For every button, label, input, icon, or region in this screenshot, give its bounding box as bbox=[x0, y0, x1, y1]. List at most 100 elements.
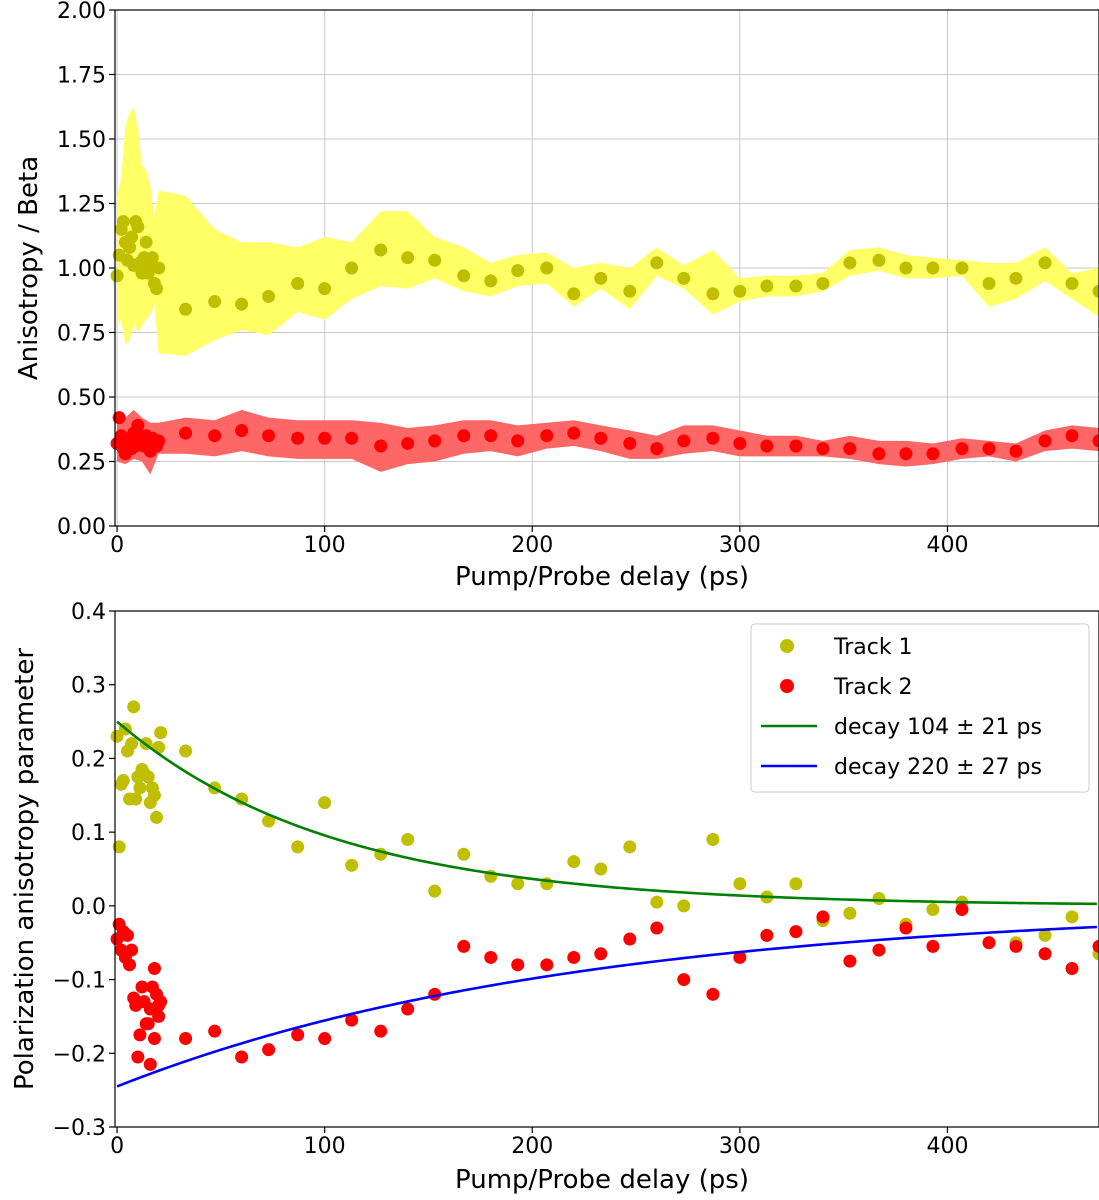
top-data-points bbox=[110, 215, 1099, 461]
data-point bbox=[262, 289, 276, 303]
data-point bbox=[982, 442, 996, 456]
data-point bbox=[706, 431, 720, 445]
uncertainty-band bbox=[117, 108, 1099, 356]
data-point bbox=[133, 1028, 147, 1042]
uncertainty-band bbox=[117, 409, 1099, 475]
data-point bbox=[131, 1050, 145, 1064]
data-point bbox=[1065, 429, 1079, 443]
x-tick-label: 200 bbox=[511, 1134, 553, 1159]
y-tick-label: 0.25 bbox=[57, 451, 106, 476]
data-point bbox=[428, 434, 442, 448]
data-point bbox=[401, 1002, 415, 1016]
data-point bbox=[457, 429, 471, 443]
data-point bbox=[129, 792, 143, 806]
data-point bbox=[982, 276, 996, 290]
data-point bbox=[926, 261, 940, 275]
data-point bbox=[150, 282, 164, 296]
data-point bbox=[650, 256, 664, 270]
data-point bbox=[208, 1024, 222, 1038]
data-point bbox=[120, 928, 134, 942]
data-point bbox=[1092, 434, 1099, 448]
data-point bbox=[760, 279, 774, 293]
x-tick-label: 400 bbox=[926, 1134, 968, 1159]
data-point bbox=[125, 943, 139, 957]
data-point bbox=[511, 434, 525, 448]
bottom-x-axis-label: Pump/Probe delay (ps) bbox=[455, 1165, 749, 1195]
data-point bbox=[141, 1017, 155, 1031]
data-point bbox=[131, 220, 145, 234]
y-tick-label: 0.3 bbox=[71, 674, 106, 699]
data-point bbox=[1065, 910, 1079, 924]
data-point bbox=[650, 921, 664, 935]
data-point bbox=[1009, 444, 1023, 458]
data-point bbox=[789, 439, 803, 453]
data-point bbox=[594, 862, 608, 876]
data-point bbox=[291, 1028, 305, 1042]
data-point bbox=[147, 788, 161, 802]
y-tick-label: 1.50 bbox=[57, 128, 106, 153]
data-point bbox=[145, 251, 159, 265]
data-point bbox=[511, 264, 525, 278]
data-point bbox=[816, 442, 830, 456]
data-point bbox=[733, 877, 747, 891]
data-point bbox=[345, 1013, 359, 1027]
data-point bbox=[899, 261, 913, 275]
data-point bbox=[872, 253, 886, 267]
y-tick-label: 0.00 bbox=[57, 515, 106, 540]
bottom-y-axis-label: Polarization anisotropy parameter bbox=[10, 648, 40, 1090]
y-tick-label: 0.75 bbox=[57, 322, 106, 347]
data-point bbox=[1038, 256, 1052, 270]
data-point bbox=[926, 447, 940, 461]
top-y-ticks: 0.00 0.25 0.50 0.75 1.00 1.25 1.50 1.75 2.00 bbox=[57, 0, 115, 540]
data-point bbox=[843, 256, 857, 270]
bottom-fit-curves bbox=[116, 720, 1097, 1088]
y-tick-label: 1.00 bbox=[57, 257, 106, 282]
data-point bbox=[1092, 939, 1099, 953]
data-point bbox=[141, 770, 155, 784]
data-point bbox=[318, 796, 332, 810]
data-point bbox=[733, 436, 747, 450]
data-point bbox=[116, 215, 130, 229]
data-point bbox=[484, 950, 498, 964]
polarization-anisotropy-chart: 0 100 200 300 400 −0.3 −0.2 −0.1 0.0 0.1 0.2 0.3 0.… bbox=[10, 600, 1099, 1195]
data-point bbox=[150, 810, 164, 824]
data-point bbox=[982, 936, 996, 950]
data-point bbox=[594, 431, 608, 445]
data-point bbox=[401, 833, 415, 847]
fit-curve bbox=[116, 720, 1097, 906]
data-point bbox=[147, 962, 161, 976]
data-point bbox=[899, 921, 913, 935]
data-point bbox=[872, 943, 886, 957]
data-point bbox=[208, 295, 222, 309]
data-point bbox=[179, 426, 193, 440]
data-point bbox=[208, 429, 222, 443]
data-point bbox=[706, 833, 720, 847]
data-point bbox=[318, 1032, 332, 1046]
data-point bbox=[131, 418, 145, 432]
data-point bbox=[112, 840, 126, 854]
data-point bbox=[1065, 962, 1079, 976]
data-point bbox=[926, 903, 940, 917]
data-point bbox=[484, 274, 498, 288]
data-point bbox=[955, 903, 969, 917]
legend-label: decay 220 ± 27 ps bbox=[834, 755, 1042, 780]
data-point bbox=[623, 284, 637, 298]
data-point bbox=[594, 271, 608, 285]
legend: Track 1 Track 2 decay 104 ± 21 ps decay 220… bbox=[750, 623, 1090, 793]
data-point bbox=[706, 287, 720, 301]
data-point bbox=[677, 899, 691, 913]
data-point bbox=[262, 429, 276, 443]
y-tick-label: −0.2 bbox=[53, 1042, 106, 1067]
data-point bbox=[1038, 947, 1052, 961]
data-point bbox=[401, 251, 415, 265]
data-point bbox=[1009, 939, 1023, 953]
data-point bbox=[135, 980, 149, 994]
data-point bbox=[235, 424, 249, 438]
data-point bbox=[594, 947, 608, 961]
data-point bbox=[789, 925, 803, 939]
data-point bbox=[1065, 276, 1079, 290]
fit-curve bbox=[116, 925, 1097, 1088]
data-point bbox=[112, 411, 126, 425]
data-point bbox=[567, 855, 581, 869]
data-point bbox=[733, 284, 747, 298]
